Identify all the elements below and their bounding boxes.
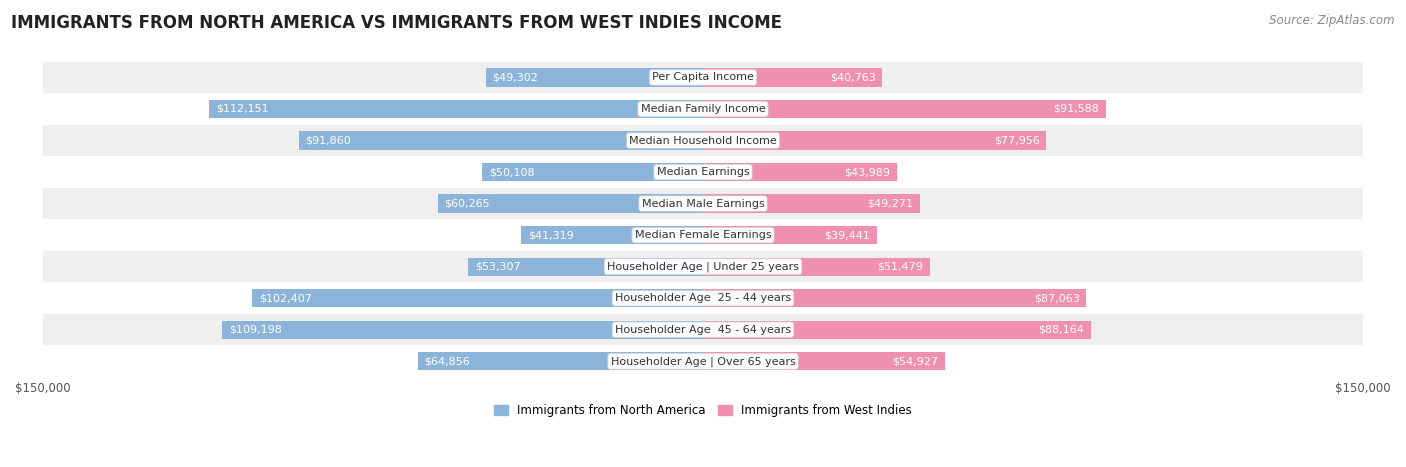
Bar (703, 352, 945, 370)
Bar (468, 257, 703, 276)
Text: Median Male Earnings: Median Male Earnings (641, 198, 765, 209)
Text: Householder Age  45 - 64 years: Householder Age 45 - 64 years (614, 325, 792, 335)
Bar (222, 320, 703, 339)
Text: $43,989: $43,989 (844, 167, 890, 177)
Bar (42, 125, 1364, 156)
Text: $77,956: $77,956 (994, 135, 1039, 146)
Text: $51,479: $51,479 (877, 262, 922, 272)
Bar (703, 68, 883, 86)
Text: $112,151: $112,151 (217, 104, 269, 114)
Text: $39,441: $39,441 (824, 230, 870, 240)
Bar (42, 283, 1364, 314)
Text: IMMIGRANTS FROM NORTH AMERICA VS IMMIGRANTS FROM WEST INDIES INCOME: IMMIGRANTS FROM NORTH AMERICA VS IMMIGRA… (11, 14, 782, 32)
Bar (42, 251, 1364, 283)
Text: $88,164: $88,164 (1039, 325, 1084, 335)
Bar (298, 131, 703, 150)
Text: $60,265: $60,265 (444, 198, 489, 209)
Text: Median Household Income: Median Household Income (628, 135, 778, 146)
Bar (42, 188, 1364, 219)
Bar (252, 289, 703, 307)
Text: Householder Age | Under 25 years: Householder Age | Under 25 years (607, 262, 799, 272)
Text: Householder Age  25 - 44 years: Householder Age 25 - 44 years (614, 293, 792, 303)
Bar (418, 352, 703, 370)
Bar (486, 68, 703, 86)
Text: $49,302: $49,302 (492, 72, 538, 83)
Bar (703, 100, 1107, 118)
Text: Median Female Earnings: Median Female Earnings (634, 230, 772, 240)
Bar (42, 219, 1364, 251)
Text: $91,860: $91,860 (305, 135, 352, 146)
Text: $109,198: $109,198 (229, 325, 281, 335)
Bar (703, 257, 929, 276)
Text: $102,407: $102,407 (259, 293, 312, 303)
Bar (42, 314, 1364, 346)
Bar (42, 62, 1364, 93)
Text: Householder Age | Over 65 years: Householder Age | Over 65 years (610, 356, 796, 367)
Bar (703, 226, 876, 244)
Text: $53,307: $53,307 (475, 262, 520, 272)
Bar (703, 320, 1091, 339)
Bar (482, 163, 703, 181)
Text: $87,063: $87,063 (1033, 293, 1080, 303)
Text: $41,319: $41,319 (527, 230, 574, 240)
Text: $54,927: $54,927 (893, 356, 938, 366)
Bar (703, 131, 1046, 150)
Text: Median Family Income: Median Family Income (641, 104, 765, 114)
Bar (42, 93, 1364, 125)
Text: Median Earnings: Median Earnings (657, 167, 749, 177)
Bar (703, 163, 897, 181)
Bar (437, 194, 703, 213)
Text: Source: ZipAtlas.com: Source: ZipAtlas.com (1270, 14, 1395, 27)
Text: $91,588: $91,588 (1053, 104, 1099, 114)
Legend: Immigrants from North America, Immigrants from West Indies: Immigrants from North America, Immigrant… (489, 399, 917, 422)
Bar (703, 289, 1087, 307)
Bar (703, 194, 920, 213)
Text: $49,271: $49,271 (868, 198, 914, 209)
Bar (42, 346, 1364, 377)
Text: $64,856: $64,856 (425, 356, 470, 366)
Text: $40,763: $40,763 (830, 72, 876, 83)
Bar (42, 156, 1364, 188)
Text: $50,108: $50,108 (489, 167, 534, 177)
Bar (522, 226, 703, 244)
Text: Per Capita Income: Per Capita Income (652, 72, 754, 83)
Bar (209, 100, 703, 118)
